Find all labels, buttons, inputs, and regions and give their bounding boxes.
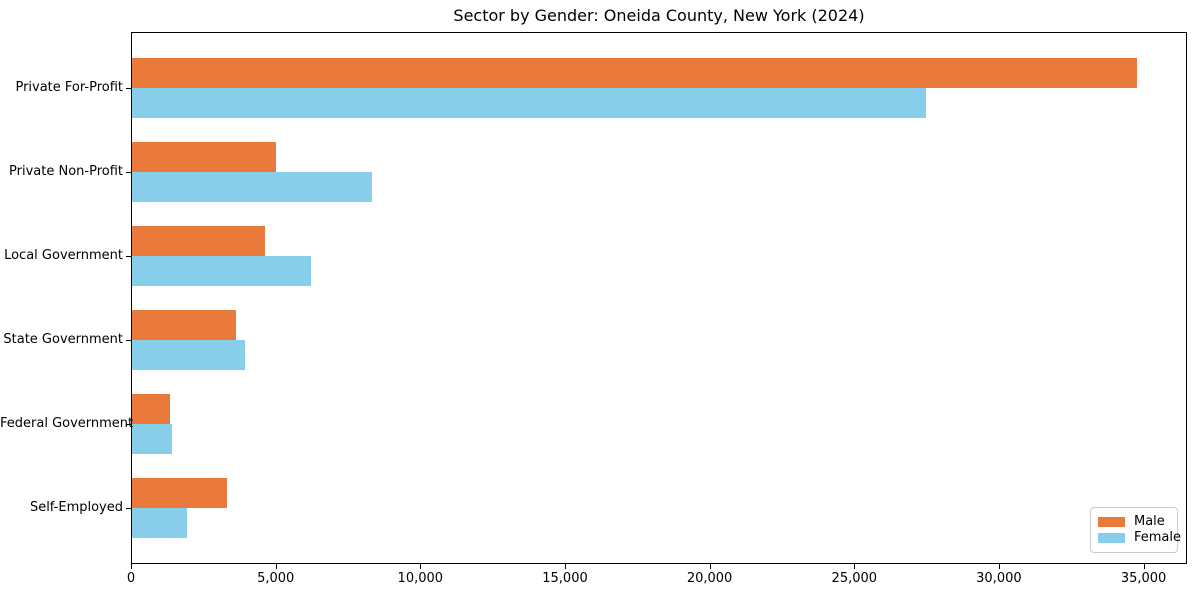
y-axis-label-local-government: Local Government	[4, 248, 123, 263]
y-axis-label-private-non-profit: Private Non-Profit	[9, 164, 123, 179]
y-axis-tick	[126, 256, 131, 257]
x-axis-tick-label-25000: 25,000	[831, 571, 878, 586]
bar-male-local-government	[132, 226, 265, 256]
y-axis-label-federal-government: Federal Government	[0, 416, 134, 431]
bar-male-federal-government	[132, 394, 170, 424]
y-axis-label-state-government: State Government	[3, 332, 123, 347]
plot-area	[131, 32, 1187, 564]
x-axis-tick	[275, 564, 277, 569]
legend: Male Female	[1090, 507, 1181, 553]
y-axis-label-self-employed: Self-Employed	[29, 500, 123, 515]
x-axis-tick	[1143, 564, 1145, 569]
x-axis-tick	[565, 564, 566, 569]
bar-female-private-for-profit	[132, 88, 927, 118]
x-axis-tick-label-20000: 20,000	[686, 571, 733, 586]
y-axis-tick	[126, 172, 131, 173]
y-axis-label-private-for-profit: Private For-Profit	[15, 80, 123, 95]
y-axis-tick	[126, 424, 131, 425]
x-axis-tick	[131, 564, 132, 569]
x-axis-tick-label-10000: 10,000	[397, 571, 444, 586]
x-axis-tick	[709, 564, 711, 569]
x-axis-tick	[420, 564, 422, 569]
legend-swatch-female-icon	[1098, 533, 1125, 543]
y-axis-tick	[126, 508, 131, 509]
x-axis-tick-label-35000: 35,000	[1120, 571, 1167, 586]
legend-label-male: Male	[1134, 514, 1165, 529]
y-axis-tick	[126, 88, 131, 89]
legend-item-female: Female	[1098, 530, 1181, 546]
x-axis-tick-label-0: 0	[126, 571, 136, 586]
legend-label-female: Female	[1134, 530, 1182, 545]
x-axis-tick-label-5000: 5,000	[257, 571, 295, 586]
bar-male-private-non-profit	[132, 142, 277, 172]
chart-title: Sector by Gender: Oneida County, New Yor…	[453, 6, 865, 25]
x-axis-tick	[854, 564, 856, 569]
y-axis-tick	[126, 340, 131, 341]
bar-female-self-employed	[132, 508, 187, 538]
bar-male-state-government	[132, 310, 236, 340]
legend-item-male: Male	[1098, 514, 1169, 530]
bar-female-state-government	[132, 340, 245, 370]
x-axis-tick-label-15000: 15,000	[542, 571, 588, 586]
bar-female-federal-government	[132, 424, 173, 454]
x-axis-tick-label-30000: 30,000	[976, 571, 1022, 586]
legend-swatch-male-icon	[1098, 517, 1125, 527]
x-axis-tick	[998, 564, 1000, 569]
bar-male-self-employed	[132, 478, 228, 508]
bar-female-private-non-profit	[132, 172, 372, 202]
bar-male-private-for-profit	[132, 58, 1137, 88]
bar-female-local-government	[132, 256, 311, 286]
